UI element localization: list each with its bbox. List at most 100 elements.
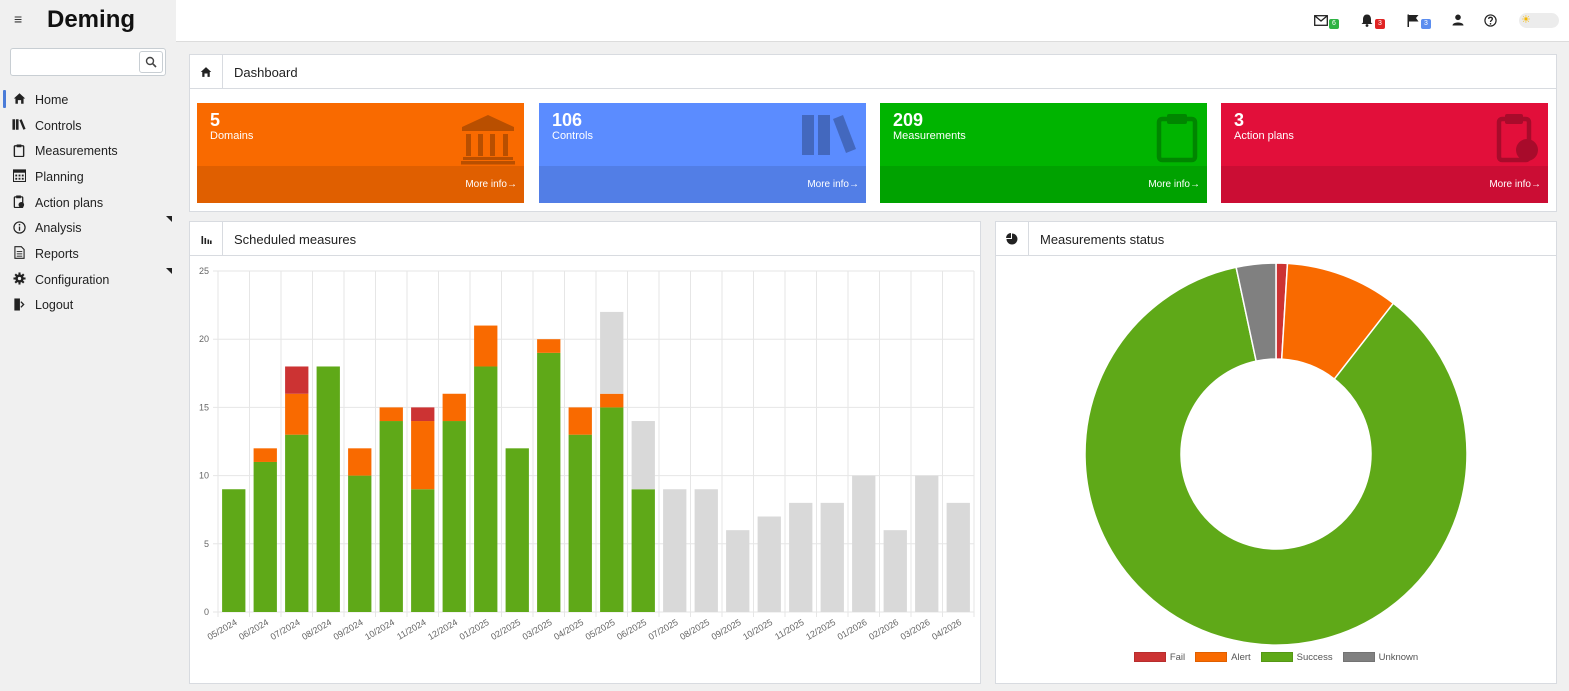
bar-segment: [474, 325, 498, 367]
menu-toggle-icon[interactable]: ≡: [14, 11, 23, 27]
books-icon: [12, 118, 26, 132]
sidebar-item-configuration[interactable]: Configuration: [0, 266, 176, 292]
flag-icon[interactable]: [1405, 12, 1421, 28]
more-info-link[interactable]: More info→: [807, 179, 859, 190]
bar-segment: [694, 489, 718, 612]
theme-toggle[interactable]: ☀: [1519, 13, 1559, 28]
search-input[interactable]: [13, 51, 139, 73]
x-tick-label: 06/2025: [615, 617, 648, 642]
tile-domains: 5 Domains More info→: [197, 103, 524, 203]
bar-segment: [379, 421, 403, 612]
bell-icon[interactable]: [1359, 12, 1375, 28]
legend-swatch: [1133, 652, 1166, 662]
bar-segment: [285, 434, 309, 612]
bar-segment: [600, 393, 624, 408]
bar-segment: [285, 366, 309, 394]
more-info-label: More info: [1148, 179, 1190, 190]
sidebar-item-reports[interactable]: Reports: [0, 240, 176, 266]
info-circle-icon: [12, 220, 26, 234]
more-info-link[interactable]: More info→: [1148, 179, 1200, 190]
legend-label: Success: [1296, 651, 1333, 663]
legend-label: Unknown: [1378, 651, 1419, 663]
legend-entry[interactable]: Alert: [1195, 652, 1251, 663]
x-tick-label: 11/2025: [773, 617, 806, 642]
y-tick-label: 25: [199, 266, 209, 276]
legend-entry[interactable]: Success: [1260, 651, 1333, 663]
tile-footer: More info→: [539, 166, 866, 203]
more-info-link[interactable]: More info→: [1489, 179, 1541, 190]
y-tick-label: 5: [204, 539, 209, 549]
bar-segment: [442, 421, 466, 612]
sidebar-item-analysis[interactable]: Analysis: [0, 214, 176, 240]
legend-entry[interactable]: Fail: [1133, 652, 1185, 663]
pie-slice: [1235, 262, 1277, 362]
mail-icon[interactable]: [1313, 12, 1329, 28]
legend-label: Alert: [1231, 651, 1251, 663]
user-icon[interactable]: [1450, 12, 1466, 28]
sidebar-item-label: Logout: [35, 298, 74, 313]
submenu-caret-icon: [166, 216, 172, 223]
tile-label: Controls: [552, 130, 593, 142]
scheduled-measures-panel: Scheduled measures 0 5 10 15 20 25 05/2024 06/2…: [189, 221, 981, 684]
sidebar-item-planning[interactable]: Planning: [0, 163, 176, 189]
books-icon: [802, 115, 856, 155]
bar-segment: [568, 434, 592, 612]
x-tick-label: 02/2025: [489, 617, 522, 642]
bar-segment: [411, 421, 435, 490]
help-icon[interactable]: [1482, 12, 1498, 28]
calendar-icon: [12, 169, 26, 183]
bar-segment: [663, 489, 687, 612]
bar-segment: [726, 530, 750, 612]
tile-footer: More info→: [197, 166, 524, 203]
document-icon: [12, 246, 26, 260]
more-info-label: More info: [807, 179, 849, 190]
bar-segment: [631, 421, 655, 490]
tile-label: Domains: [210, 130, 254, 142]
sidebar-nav: Home Controls Measurements Planning Acti…: [0, 86, 176, 317]
home-icon: [12, 92, 26, 106]
legend-entry[interactable]: Unknown: [1342, 651, 1419, 663]
search-button[interactable]: [139, 51, 163, 73]
sidebar-item-controls[interactable]: Controls: [0, 112, 176, 138]
bar-segment: [379, 407, 403, 422]
tile-action-plans: 3 Action plans More info→: [1221, 103, 1548, 203]
home-icon[interactable]: [190, 55, 223, 88]
sidebar-item-label: Analysis: [35, 221, 82, 236]
legend-swatch: [1260, 652, 1293, 662]
bar-segment: [600, 311, 624, 394]
measurements-status-chart: [1084, 262, 1468, 646]
measurements-status-panel: Measurements status Fail Alert Success Unkn…: [995, 221, 1557, 684]
x-tick-label: 05/2024: [206, 617, 239, 642]
bar-segment: [537, 339, 561, 353]
x-tick-label: 09/2024: [332, 617, 365, 642]
legend-swatch: [1195, 652, 1228, 662]
sidebar-item-label: Reports: [35, 246, 79, 261]
bar-segment: [852, 475, 876, 612]
sidebar-item-measurements[interactable]: Measurements: [0, 137, 176, 163]
x-tick-label: 02/2026: [867, 617, 900, 642]
sidebar-item-label: Planning: [35, 169, 84, 184]
sun-icon: ☀: [1521, 14, 1531, 26]
x-tick-label: 11/2024: [395, 617, 428, 642]
arrow-right-icon: →: [507, 179, 517, 190]
tile-footer: More info→: [880, 166, 1207, 203]
tile-measurements: 209 Measurements More info→: [880, 103, 1207, 203]
gear-icon: [12, 272, 26, 286]
bar-segment: [600, 407, 624, 612]
more-info-link[interactable]: More info→: [465, 179, 517, 190]
bar-segment: [883, 530, 907, 612]
x-tick-label: 05/2025: [584, 617, 617, 642]
sidebar-item-home[interactable]: Home: [0, 86, 176, 112]
bar-segment: [348, 448, 372, 476]
sidebar-item-logout[interactable]: Logout: [0, 292, 176, 318]
bank-icon: [461, 115, 515, 165]
sidebar-item-label: Measurements: [35, 144, 118, 159]
tile-count: 3: [1234, 110, 1245, 130]
bar-segment: [442, 393, 466, 422]
x-tick-label: 03/2025: [521, 617, 554, 642]
x-tick-label: 10/2024: [363, 617, 396, 642]
tile-label: Measurements: [893, 130, 966, 142]
sidebar-item-action-plans[interactable]: Action plans: [0, 189, 176, 215]
clipboard-icon: [12, 143, 26, 157]
x-tick-label: 07/2025: [647, 617, 680, 642]
